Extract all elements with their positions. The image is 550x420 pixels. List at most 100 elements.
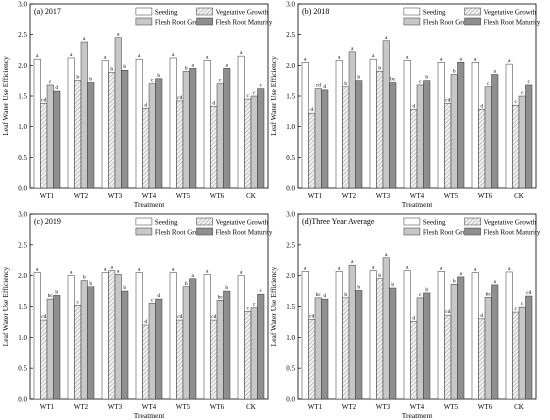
y-tick-label: 1.0 [286, 334, 295, 342]
x-tick-label: WT5 [176, 403, 191, 411]
y-tick-label: 2.0 [18, 62, 27, 70]
bar-flesh-root-maturity [223, 68, 231, 189]
bar-flesh-root-growth [46, 84, 54, 189]
bar-flesh-root-growth [450, 74, 458, 189]
x-tick-label: WT5 [444, 403, 459, 411]
significance-label: d [144, 319, 147, 325]
bar-vegetative-growth [40, 103, 48, 189]
significance-label: a [508, 266, 511, 272]
x-tick-label: CK [514, 192, 524, 200]
significance-label: bc [316, 292, 322, 298]
significance-label: c [515, 99, 518, 105]
y-tick-label: 2.0 [286, 62, 295, 70]
significance-label: d [212, 100, 215, 106]
legend-entry: Seeding [155, 219, 178, 227]
significance-label: b [123, 285, 126, 291]
y-axis-label: Leaf Water Use Efficiency [1, 266, 10, 346]
bar-vegetative-growth [512, 104, 520, 189]
bar-vegetative-growth [478, 318, 486, 400]
legend-entry: Flesh Root Growth [155, 19, 209, 27]
significance-label: b [378, 273, 381, 279]
chart-title: (a) 2017 [34, 7, 61, 16]
bar-seeding [67, 57, 75, 189]
bar-flesh-root-growth [46, 298, 54, 400]
bar-vegetative-growth [176, 100, 184, 189]
bar-seeding [67, 275, 75, 400]
bar-vegetative-growth [142, 324, 150, 400]
legend-entry: Flesh Root Maturity [484, 19, 541, 27]
significance-label: a [240, 270, 243, 276]
y-tick-label: 2.5 [286, 31, 295, 39]
legend-swatch [464, 227, 481, 236]
significance-label: a [117, 32, 120, 38]
significance-label: a [338, 265, 341, 271]
x-tick-label: WT6 [210, 192, 225, 200]
bar-flesh-root-growth [80, 280, 88, 400]
chart-panel-1: 0.0 0.5 1.0 1.5 2.0 2.5 3.0 Leaf Water Use Effi… [1, 1, 273, 210]
bar-flesh-root-maturity [355, 290, 363, 400]
significance-label: d [323, 84, 326, 90]
y-tick-label: 0.5 [286, 365, 295, 373]
y-tick-label: 3.0 [18, 1, 27, 9]
bar-seeding [101, 60, 109, 189]
y-tick-label: 0.0 [18, 185, 27, 193]
bar-vegetative-growth [478, 109, 486, 189]
significance-label: bc [390, 77, 396, 83]
x-tick-label: WT2 [74, 192, 89, 200]
x-tick-label: WT6 [210, 403, 225, 411]
bar-seeding [301, 271, 309, 400]
bar-seeding [301, 62, 309, 189]
significance-label: a [406, 265, 409, 271]
x-tick-label: WT2 [74, 403, 89, 411]
significance-label: a [508, 58, 511, 64]
legend-swatch [196, 17, 213, 26]
bar-seeding [403, 60, 411, 189]
y-tick-label: 1.5 [286, 93, 295, 101]
significance-label: a [460, 56, 463, 62]
significance-label: b [357, 284, 360, 290]
significance-label: c [247, 305, 250, 311]
significance-label: c [515, 306, 518, 312]
significance-label: a [36, 53, 39, 59]
x-tick-label: WT2 [342, 192, 357, 200]
significance-label: c [49, 79, 52, 85]
significance-label: c [260, 83, 263, 89]
x-tick-label: WT1 [40, 403, 55, 411]
significance-label: c [487, 81, 490, 87]
legend-entry: Flesh Root Maturity [216, 19, 273, 27]
x-tick-label: WT1 [40, 192, 55, 200]
significance-label: a [440, 56, 443, 62]
significance-label: c [419, 292, 422, 298]
x-axis-label: Treatment [134, 200, 165, 209]
chart-panel-2: 0.0 0.5 1.0 1.5 2.0 2.5 3.0 Leaf Water Use Effi… [269, 1, 541, 210]
bar-vegetative-growth [342, 297, 350, 400]
legend-swatch [403, 227, 421, 236]
significance-label: a [117, 268, 120, 274]
significance-label: c [253, 302, 256, 308]
significance-label: a [338, 54, 341, 60]
significance-label: c [253, 90, 256, 96]
y-tick-label: 1.0 [18, 334, 27, 342]
significance-label: a [304, 265, 307, 271]
significance-label: a [111, 265, 114, 271]
legend-swatch [135, 17, 153, 26]
chart-title: (b) 2018 [302, 7, 329, 16]
bar-vegetative-growth [376, 71, 384, 189]
bar-seeding [437, 62, 445, 189]
significance-label: a [406, 54, 409, 60]
x-tick-label: WT3 [108, 192, 123, 200]
legend-entry: Vegetative Growth [484, 9, 537, 17]
significance-label: c [77, 299, 80, 305]
significance-label: d [55, 85, 58, 91]
chart-title: (d)Three Year Average [302, 217, 375, 226]
chart-panel-3: 0.0 0.5 1.0 1.5 2.0 2.5 3.0 Leaf Water Use Effi… [1, 211, 273, 420]
significance-label: c [528, 79, 531, 85]
legend-entry: Flesh Root Maturity [484, 229, 541, 237]
y-tick-label: 0.0 [286, 396, 295, 404]
bar-vegetative-growth [40, 319, 48, 400]
bar-flesh-root-maturity [525, 295, 533, 400]
significance-label: a [372, 265, 375, 271]
significance-label: c [260, 288, 263, 294]
y-tick-label: 3.0 [286, 1, 295, 9]
significance-label: b [185, 65, 188, 71]
